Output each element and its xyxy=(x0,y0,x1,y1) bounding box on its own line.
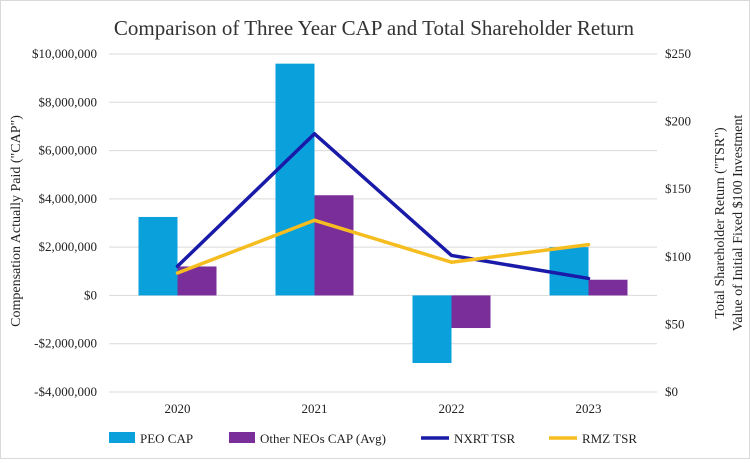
bars xyxy=(138,63,628,364)
bar-other-neos-cap-avg--2023 xyxy=(588,279,628,296)
line-nxrt-tsr xyxy=(175,132,591,281)
chart-title: Comparison of Three Year CAP and Total S… xyxy=(114,16,635,40)
right-axis-title-line1: Total Shareholder Return ("TSR") xyxy=(713,127,728,319)
x-tick-label: 2022 xyxy=(439,401,465,416)
bar-peo-cap-2021 xyxy=(275,63,315,296)
left-tick-label: $6,000,000 xyxy=(39,143,98,158)
left-tick-label: $2,000,000 xyxy=(39,239,98,254)
bar-peo-cap-2022 xyxy=(412,295,452,364)
bar-peo-cap-2020 xyxy=(138,216,178,296)
legend-swatch-other-neos-cap-avg- xyxy=(229,432,255,443)
legend-label-rmz-tsr: RMZ TSR xyxy=(582,431,637,446)
bar-other-neos-cap-avg--2022 xyxy=(451,295,491,329)
right-tick-label: $250 xyxy=(665,46,691,61)
right-tick-label: $0 xyxy=(665,384,678,399)
left-tick-label: $10,000,000 xyxy=(32,46,97,61)
left-tick-label: -$4,000,000 xyxy=(34,384,97,399)
right-axis-title-line2: Value of Initial Fixed $100 Investment xyxy=(731,115,746,332)
legend-swatch-peo-cap xyxy=(109,432,135,443)
legend-label-other-neos-cap-avg-: Other NEOs CAP (Avg) xyxy=(260,431,386,446)
legend-label-nxrt-tsr: NXRT TSR xyxy=(454,431,516,446)
left-axis-title: Compensation Actually Paid ("CAP") xyxy=(9,115,24,327)
x-axis-ticks: 2020 2021 2022 2023 xyxy=(165,401,602,416)
gridlines xyxy=(109,53,657,393)
x-tick-label: 2023 xyxy=(576,401,602,416)
left-tick-label: $8,000,000 xyxy=(39,94,98,109)
bar-other-neos-cap-avg--2021 xyxy=(314,195,354,296)
line-rmz-tsr xyxy=(175,218,591,275)
left-axis-ticks: -$4,000,000 -$2,000,000 $0 $2,000,000 $4,000… xyxy=(32,46,97,399)
left-tick-label: $0 xyxy=(84,287,97,302)
left-tick-label: $4,000,000 xyxy=(39,191,98,206)
legend: PEO CAP Other NEOs CAP (Avg) NXRT TSR RMZ T… xyxy=(109,431,637,446)
left-tick-label: -$2,000,000 xyxy=(34,336,97,351)
right-tick-label: $200 xyxy=(665,114,691,129)
right-tick-label: $50 xyxy=(665,316,685,331)
x-tick-label: 2020 xyxy=(165,401,191,416)
right-axis-ticks: $0 $50 $100 $150 $200 $250 xyxy=(665,46,691,399)
right-tick-label: $100 xyxy=(665,249,691,264)
tsr-lines xyxy=(175,132,591,281)
right-tick-label: $150 xyxy=(665,181,691,196)
legend-label-peo-cap: PEO CAP xyxy=(140,431,193,446)
x-tick-label: 2021 xyxy=(302,401,328,416)
